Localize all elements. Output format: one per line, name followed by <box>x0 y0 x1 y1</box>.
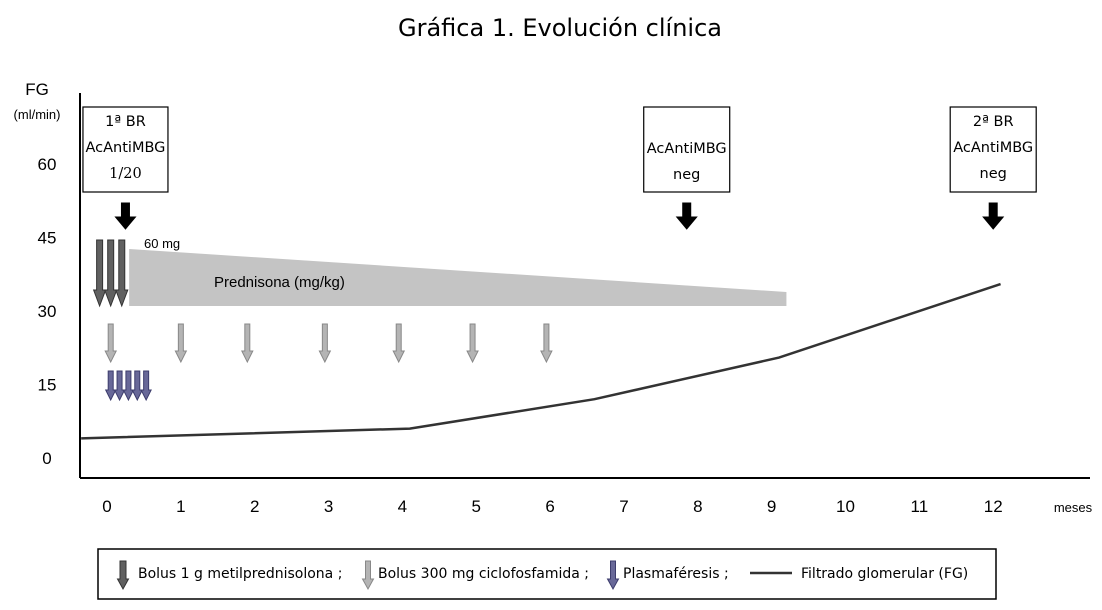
legend-fg-label: Filtrado glomerular (FG) <box>801 566 968 582</box>
annotation-arrow <box>114 202 137 230</box>
annotation-text: 2ª BR <box>973 114 1014 130</box>
ciclofosfamida-arrow <box>318 323 332 364</box>
annotation-box <box>949 106 1037 193</box>
x-tick-label: 12 <box>984 497 1003 516</box>
annotation-text: AcAntiMBG <box>953 140 1033 156</box>
metilprednisolona-arrows <box>92 239 129 308</box>
annotation-arrow <box>675 202 698 230</box>
x-tick-label: 11 <box>911 497 929 516</box>
x-tick-label: 6 <box>545 497 554 516</box>
x-tick-label: 9 <box>767 497 776 516</box>
fg-series-line <box>81 282 1001 440</box>
x-tick-label: 8 <box>693 497 702 516</box>
ciclofosfamida-arrow <box>241 323 254 364</box>
x-tick-label: 4 <box>398 497 407 516</box>
x-tick-label: 2 <box>250 497 259 516</box>
y-tick-label: 15 <box>38 376 57 395</box>
x-tick-label: 5 <box>472 497 481 516</box>
prednisone-dose-label: 60 mg <box>144 236 180 251</box>
legend-plasmaferesis-icon <box>606 560 620 591</box>
prednisone-label: Prednisona (mg/kg) <box>214 274 345 291</box>
ciclofosfamida-arrow <box>392 323 406 364</box>
legend-ciclofosfamida-icon <box>361 560 375 591</box>
metilprednisolona-arrow <box>92 239 107 308</box>
legend-ciclo-arrow <box>361 560 375 591</box>
x-tick-label: 1 <box>176 497 185 516</box>
legend-ciclofosfamida-label: Bolus 300 mg ciclofosfamida ; <box>378 566 589 582</box>
prednisone-wedge <box>129 249 787 306</box>
x-tick-label: 7 <box>619 497 628 516</box>
annotation-text: neg <box>980 166 1007 182</box>
plasmaferesis-arrows <box>104 370 152 402</box>
annotation-text: 1ª BR <box>105 114 146 130</box>
y-axis-unit: (ml/min) <box>14 107 61 122</box>
plasmaferesis-arrow <box>140 370 152 402</box>
legend-metil-arrow <box>116 560 130 591</box>
y-axis-label: FG <box>25 80 49 99</box>
annotation-text: neg <box>673 167 700 183</box>
x-axis-unit: meses <box>1054 500 1093 515</box>
annotations: 1ª BR AcAntiMBG 1/20 AcAntiMBG neg 2ª BR AcAnt… <box>82 106 1037 230</box>
annotation-text: 1/20 <box>109 166 142 182</box>
ciclofosfamida-arrow <box>104 323 118 364</box>
plasmaferesis-arrow <box>104 370 117 402</box>
legend-metilprednisolona-icon <box>116 560 130 591</box>
metilprednisolona-arrow <box>103 239 118 308</box>
legend-plasmaferesis-label: Plasmaféresis ; <box>623 566 729 582</box>
prednisone-band: 60 mg Prednisona (mg/kg) <box>129 236 787 306</box>
legend-box <box>97 548 997 600</box>
y-tick-label: 60 <box>38 155 57 174</box>
ciclofosfamida-arrow <box>466 323 479 364</box>
legend-plasma-arrow <box>606 560 620 591</box>
annotation-text: AcAntiMBG <box>647 141 727 157</box>
y-tick-label: 45 <box>38 229 57 248</box>
y-tick-label: 0 <box>42 449 51 468</box>
metilprednisolona-arrow <box>115 239 129 308</box>
x-tick-label: 0 <box>102 497 111 516</box>
y-tick-label: 30 <box>38 302 57 321</box>
plasmaferesis-arrow <box>122 370 135 402</box>
x-tick-labels: 0 1 2 3 4 5 6 7 8 9 10 11 12 <box>102 497 1002 516</box>
plasmaferesis-arrow <box>113 370 126 402</box>
annotation-box <box>82 106 169 193</box>
x-tick-label: 3 <box>324 497 333 516</box>
plasmaferesis-arrow <box>131 370 144 402</box>
legend: Bolus 1 g metilprednisolona ; Bolus 300 … <box>97 548 997 600</box>
ciclofosfamida-arrow <box>540 323 553 364</box>
x-tick-label: 10 <box>836 497 855 516</box>
ciclofosfamida-arrows <box>104 323 553 364</box>
annotation-arrow <box>982 202 1005 230</box>
annotation-box <box>643 106 731 193</box>
legend-metilprednisolona-label: Bolus 1 g metilprednisolona ; <box>138 566 342 582</box>
ciclofosfamida-arrow <box>174 323 188 364</box>
chart-title: Gráfica 1. Evolución clínica <box>398 14 722 42</box>
annotation-text: AcAntiMBG <box>86 140 166 156</box>
y-tick-labels: 0 15 30 45 60 <box>38 155 57 468</box>
